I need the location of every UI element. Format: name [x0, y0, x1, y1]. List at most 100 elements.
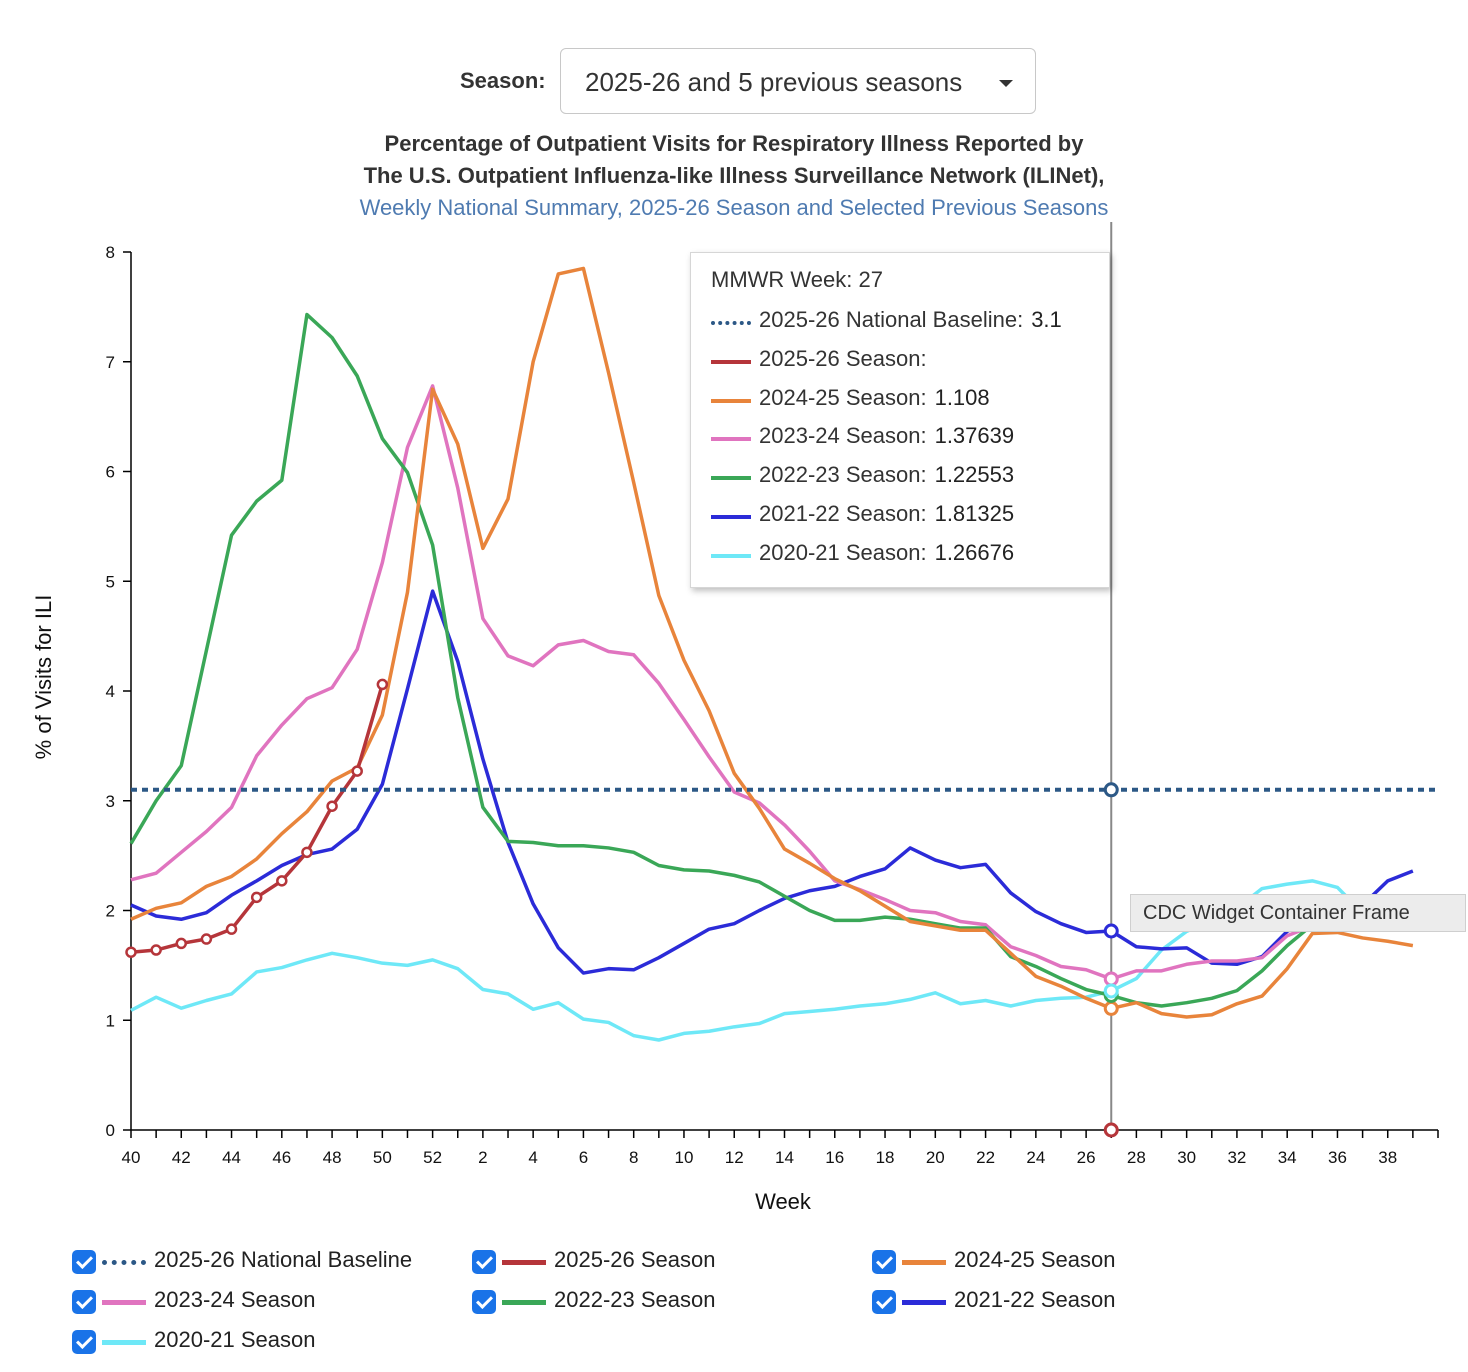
series-point-2025-26-season [326, 800, 338, 812]
legend-swatch [102, 1260, 146, 1265]
x-tick-label: 24 [1026, 1148, 1045, 1167]
y-tick-label: 8 [106, 243, 115, 262]
x-tick-label: 44 [222, 1148, 241, 1167]
hover-point-2024-25-season [1103, 1000, 1119, 1016]
tooltip-swatch [711, 321, 751, 325]
series-point-2025-26-season [175, 937, 188, 950]
x-tick-label: 34 [1278, 1148, 1297, 1167]
legend-label: 2021-22 Season [954, 1287, 1116, 1312]
legend-label: 2024-25 Season [954, 1247, 1116, 1272]
legend-swatch [902, 1260, 946, 1265]
tooltip-title: MMWR Week: 27 [711, 267, 883, 292]
x-tick-label: 12 [725, 1148, 744, 1167]
series-point-2025-26-season [376, 678, 389, 691]
x-tick-label: 48 [323, 1148, 342, 1167]
tooltip-row-label: 2021-22 Season: 1.81325 [759, 501, 1015, 526]
y-axis-title: % of Visits for ILI [31, 595, 56, 760]
series-line-2025-26-season [130, 683, 385, 954]
series-line-2024-25-season [130, 266, 1414, 1019]
series-line-2022-23-season [129, 312, 1413, 1008]
series-point-2025-26-season [150, 944, 162, 956]
x-tick-label: 46 [272, 1148, 291, 1167]
x-tick-label: 30 [1177, 1148, 1196, 1167]
chart-title-block: Percentage of Outpatient Visits for Resp… [0, 128, 1468, 224]
x-tick-label: 22 [976, 1148, 995, 1167]
chart-title-line-1: Percentage of Outpatient Visits for Resp… [384, 131, 1084, 156]
x-axis-title: Week [755, 1189, 812, 1214]
x-tick-label: 4 [528, 1148, 537, 1167]
legend-checkbox[interactable] [872, 1250, 896, 1274]
x-tick-label: 40 [122, 1148, 141, 1167]
tooltip-row-value: 1.37639 [934, 423, 1015, 449]
series-line-2023-24-season [130, 384, 1414, 981]
hover-point-2021-22-season [1103, 923, 1119, 939]
hover-point-2020-21-season [1103, 983, 1119, 999]
tooltip-row-value: 1.81325 [934, 501, 1015, 526]
legend-swatch [102, 1340, 146, 1345]
legend-checkbox[interactable] [472, 1250, 496, 1274]
x-tick-label: 32 [1227, 1148, 1246, 1167]
tooltip-swatch [711, 398, 751, 403]
tooltip-row-value: 1.108 [934, 384, 990, 410]
tooltip-swatch [711, 437, 751, 442]
tooltip-swatch [711, 359, 751, 364]
x-tick-label: 50 [373, 1148, 392, 1167]
x-tick-label: 8 [629, 1148, 638, 1167]
hover-overlay [1103, 222, 1119, 1138]
x-tick-label: 14 [775, 1148, 794, 1167]
y-tick-label: 0 [106, 1121, 115, 1140]
tooltip-row-value: 3.1 [1031, 307, 1062, 332]
x-tick-label: 6 [579, 1148, 588, 1167]
tooltip-row-label: 2025-26 National Baseline: 3.1 [759, 307, 1062, 332]
season-selector-row: Season: 2025-26 and 5 previous seasons [0, 48, 1468, 116]
series-point-2025-26-season [225, 923, 238, 935]
legend-checkbox[interactable] [872, 1290, 896, 1314]
season-label: Season: [460, 68, 546, 93]
legend-label: 2022-23 Season [554, 1287, 716, 1312]
series-point-2025-26-season [250, 891, 263, 904]
tooltip-row-value: 1.26676 [934, 539, 1015, 565]
series-point-2025-26-season [276, 875, 288, 887]
y-tick-label: 1 [106, 1011, 115, 1030]
x-tick-label: 20 [926, 1148, 945, 1167]
series-point-2025-26-season [301, 846, 313, 859]
hover-point-2025-26-season [1103, 1122, 1119, 1138]
x-tick-label: 16 [825, 1148, 844, 1167]
chart-legend: 2025-26 National Baseline 2025-26 Season 2… [0, 1240, 1468, 1370]
legend-swatch [502, 1260, 546, 1265]
tooltip-row-label: 2025-26 Season: [759, 345, 927, 371]
series-point-2025-26-season [125, 946, 137, 958]
tooltip-swatch [711, 476, 751, 481]
y-tick-label: 2 [106, 902, 115, 921]
y-tick-label: 7 [106, 353, 115, 372]
legend-checkbox[interactable] [72, 1250, 96, 1274]
x-tick-label: 38 [1378, 1148, 1397, 1167]
caret-down-icon [999, 80, 1013, 87]
y-tick-label: 6 [106, 463, 115, 482]
x-tick-label: 18 [876, 1148, 895, 1167]
legend-checkbox[interactable] [472, 1290, 496, 1314]
x-tick-label: 28 [1127, 1148, 1146, 1167]
tooltip-swatch [711, 515, 751, 519]
series-point-2025-26-season [351, 765, 363, 777]
tooltip-row-value: 1.22553 [934, 462, 1015, 488]
y-tick-label: 3 [106, 792, 115, 811]
legend-label: 2023-24 Season [154, 1287, 316, 1312]
chart-title-line-2: The U.S. Outpatient Influenza-like Illne… [363, 163, 1105, 188]
season-select[interactable]: 2025-26 and 5 previous seasons [560, 48, 1036, 114]
x-tick-label: 52 [423, 1148, 442, 1167]
x-tick-label: 26 [1077, 1148, 1096, 1167]
legend-checkbox[interactable] [72, 1290, 96, 1314]
series-point-2025-26-season [200, 933, 213, 945]
legend-swatch [102, 1300, 146, 1305]
season-select-value: 2025-26 and 5 previous seasons [585, 67, 963, 97]
series-lines [125, 266, 1438, 1042]
tooltip-row-label: 2023-24 Season: 1.37639 [759, 423, 1015, 449]
x-tick-label: 2 [478, 1148, 487, 1167]
legend-checkbox[interactable] [72, 1330, 96, 1354]
legend-swatch [902, 1300, 946, 1305]
tooltip-row-label: 2022-23 Season: 1.22553 [759, 462, 1015, 488]
tooltip-row-label: 2024-25 Season: 1.108 [759, 384, 990, 410]
